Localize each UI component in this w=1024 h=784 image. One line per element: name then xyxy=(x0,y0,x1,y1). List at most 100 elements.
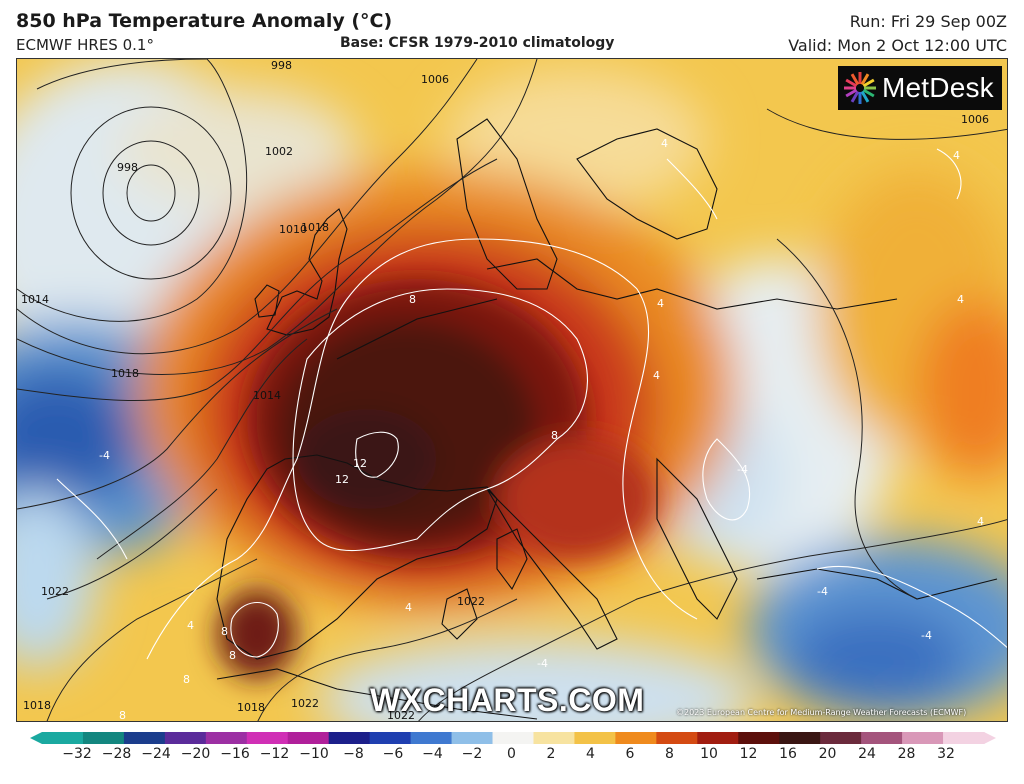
colorbar-segment xyxy=(492,732,535,744)
colorbar-tick-label: −24 xyxy=(141,746,171,762)
colorbar-segment xyxy=(943,732,985,744)
colorbar-tick-label: 28 xyxy=(897,746,916,762)
colorbar-tick-label: −8 xyxy=(343,746,364,762)
isobar-label: 1018 xyxy=(301,221,329,234)
colorbar-tick-label: −20 xyxy=(180,746,211,762)
colorbar-segment xyxy=(82,732,125,744)
anomaly-label: 8 xyxy=(221,625,228,638)
color-scale-bar xyxy=(30,732,996,744)
isobar-label: 1018 xyxy=(111,367,139,380)
colorbar-tick-label: 20 xyxy=(818,746,837,762)
colorbar-tick-label: 8 xyxy=(665,746,674,762)
isobar-label: 998 xyxy=(117,161,138,174)
anomaly-labels: 8 12 12 8 8 8 8 8 4 4 4 4 4 4 4 -4 -4 -4… xyxy=(99,137,984,722)
anomaly-label: 8 xyxy=(119,709,126,722)
anomaly-label: 4 xyxy=(405,601,412,614)
colorbar-tick-label: 10 xyxy=(700,746,718,762)
colorbar-min-arrow xyxy=(30,732,42,744)
isobar-label: 998 xyxy=(271,59,292,72)
anomaly-label: 8 xyxy=(229,649,236,662)
isobar-label: 1018 xyxy=(23,699,51,712)
anomaly-label: 8 xyxy=(409,293,416,306)
isobar-label: 1014 xyxy=(253,389,281,402)
colorbar-tick-label: 32 xyxy=(937,746,955,762)
colorbar-segment xyxy=(164,732,207,744)
logo-text: MetDesk xyxy=(882,72,994,103)
anomaly-label: -4 xyxy=(817,585,828,598)
anomaly-label: 4 xyxy=(187,619,194,632)
anomaly-core xyxy=(217,279,657,679)
colorbar-tick-label: −12 xyxy=(259,746,290,762)
anomaly-label: 4 xyxy=(653,369,660,382)
colorbar-segment xyxy=(328,732,371,744)
chart-title: 850 hPa Temperature Anomaly (°C) xyxy=(16,10,393,32)
anomaly-label: -4 xyxy=(921,629,932,642)
colorbar-tick-label: 6 xyxy=(625,746,635,762)
colorbar-segment xyxy=(615,732,657,744)
anomaly-label: -4 xyxy=(537,657,548,670)
colorbar-segment xyxy=(820,732,862,744)
colorbar-tick-label: −2 xyxy=(461,746,483,762)
isobar-label: 1022 xyxy=(457,595,485,608)
colorbar-tick-label: −6 xyxy=(382,746,404,762)
metdesk-logo: MetDesk xyxy=(838,66,1002,110)
isobar-label: 1010 xyxy=(279,223,307,236)
colorbar-tick-label: 4 xyxy=(586,746,595,762)
wxcharts-watermark: WXCHARTS.COM xyxy=(370,682,645,718)
colorbar-tick-label: 12 xyxy=(739,746,758,762)
colorbar-segment xyxy=(246,732,289,744)
isobar-label: 1022 xyxy=(387,709,415,722)
isobar-label: 1022 xyxy=(41,585,69,598)
anomaly-label: 4 xyxy=(661,137,668,150)
anomaly-label: 4 xyxy=(977,515,984,528)
anomaly-label: 12 xyxy=(353,457,367,470)
colorbar-max-arrow xyxy=(984,732,996,744)
climatology-base-label: Base: CFSR 1979-2010 climatology xyxy=(340,35,615,51)
colorbar-tick-label: −4 xyxy=(422,746,443,762)
anomaly-label: 8 xyxy=(183,673,190,686)
colorbar-segment xyxy=(861,732,903,744)
anomaly-contours xyxy=(56,148,1007,660)
model-label: ECMWF HRES 0.1° xyxy=(16,36,154,54)
colorbar-segment xyxy=(287,732,330,744)
anomaly-label: 4 xyxy=(957,293,964,306)
colorbar-segment xyxy=(533,732,576,744)
colorbar-tick-label: 2 xyxy=(546,746,556,762)
colorbar-tick-label: 24 xyxy=(858,746,876,762)
anomaly-label: -4 xyxy=(737,463,748,476)
anomaly-label: 4 xyxy=(657,297,664,310)
copyright-notice: ©2023 European Centre for Medium-Range W… xyxy=(676,708,967,717)
colorbar-tick-label: 0 xyxy=(507,746,516,762)
colorbar-tick-label: 16 xyxy=(779,746,797,762)
anomaly-label: 12 xyxy=(335,473,349,486)
colorbar-segment xyxy=(205,732,248,744)
colorbar-segment xyxy=(451,732,494,744)
anomaly-map: 998 998 1002 1006 1006 1010 1014 1014 10… xyxy=(16,58,1008,722)
anomaly-label: 8 xyxy=(551,429,558,442)
colorbar-segment xyxy=(738,732,780,744)
colorbar-segment xyxy=(656,732,698,744)
colorbar-segment xyxy=(369,732,412,744)
run-time-label: Run: Fri 29 Sep 00Z xyxy=(849,12,1007,31)
colorbar-tick-label: −16 xyxy=(220,746,250,762)
isobar-label: 1006 xyxy=(961,113,989,126)
anomaly-map-canvas: 998 998 1002 1006 1006 1010 1014 1014 10… xyxy=(17,59,1007,722)
isobars xyxy=(17,59,1007,721)
isobar-label: 1022 xyxy=(291,697,319,710)
coastlines xyxy=(216,118,998,720)
isobar-label: 1018 xyxy=(237,701,265,714)
anomaly-label: -4 xyxy=(99,449,110,462)
colorbar-tick-label: −32 xyxy=(62,746,92,762)
colorbar-segment xyxy=(902,732,944,744)
metdesk-starburst-icon xyxy=(844,72,876,104)
anomaly-label: 4 xyxy=(953,149,960,162)
valid-time-label: Valid: Mon 2 Oct 12:00 UTC xyxy=(788,36,1007,55)
colorbar-segment xyxy=(410,732,453,744)
isobar-label: 1014 xyxy=(21,293,49,306)
isobar-labels: 998 998 1002 1006 1006 1010 1014 1014 10… xyxy=(21,59,989,722)
colorbar-segment xyxy=(574,732,616,744)
colorbar-tick-label: −28 xyxy=(101,746,132,762)
isobar-label: 1006 xyxy=(421,73,449,86)
isobar-label: 1002 xyxy=(265,145,293,158)
colorbar-segment xyxy=(697,732,739,744)
